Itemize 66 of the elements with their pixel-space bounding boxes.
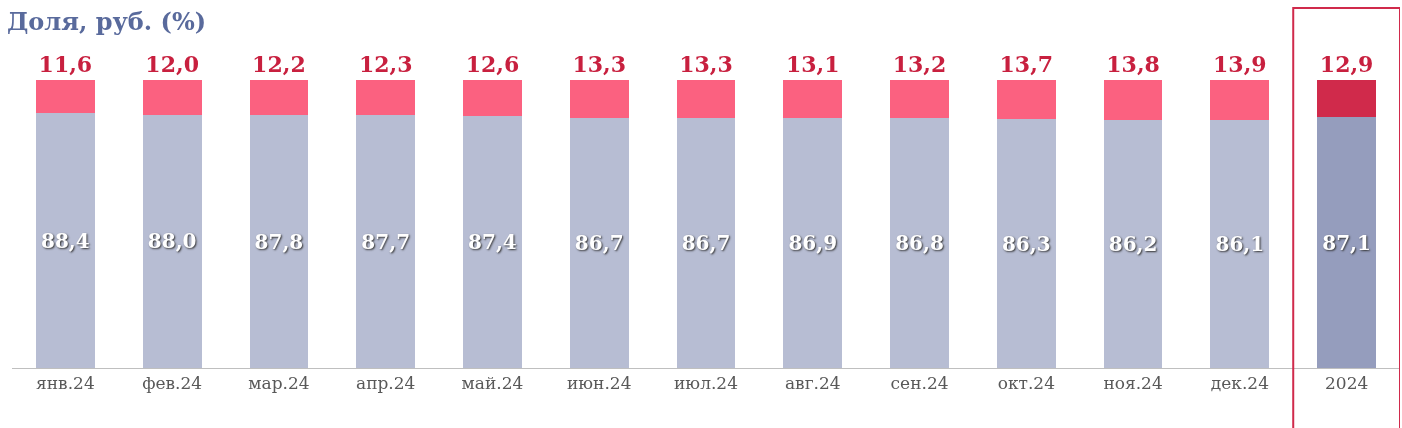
data-label: 86,7 [681, 231, 731, 256]
data-label: 12,6 [465, 51, 520, 77]
bar [1317, 117, 1376, 368]
data-label: 13,8 [1106, 51, 1160, 77]
data-label: 86,3 [1001, 231, 1051, 256]
data-label: 87,1 [1322, 230, 1371, 255]
bar [890, 118, 949, 368]
x-tick-label: авг.24 [784, 373, 841, 394]
bar [569, 80, 629, 119]
bar [356, 115, 416, 368]
bar [890, 80, 949, 119]
x-tick-label: мар.24 [248, 373, 310, 394]
bar [1103, 119, 1163, 368]
bar [1317, 80, 1376, 118]
data-label: 13,9 [1213, 51, 1267, 77]
x-tick-label: 2024 [1324, 373, 1369, 394]
bar [463, 116, 522, 368]
bar [36, 80, 95, 114]
data-label: 13,3 [572, 51, 627, 77]
x-tick-label: сен.24 [890, 373, 949, 394]
x-tick-label: июн.24 [566, 373, 632, 394]
bar [676, 80, 736, 119]
data-label: 88,4 [40, 228, 90, 253]
data-label: 86,9 [788, 230, 838, 255]
data-label: 12,3 [358, 51, 413, 77]
x-tick-label: июл.24 [674, 373, 738, 394]
data-label: 13,3 [679, 51, 733, 77]
bar [249, 115, 309, 368]
data-label: 13,7 [999, 51, 1054, 77]
bar [36, 113, 95, 368]
data-label: 87,8 [254, 229, 304, 254]
data-label: 86,2 [1108, 231, 1158, 256]
data-label: 12,9 [1319, 51, 1374, 77]
data-label: 88,0 [147, 229, 197, 254]
chart-title: Доля, руб. (%) [7, 6, 207, 36]
x-tick-label: янв.24 [36, 373, 95, 394]
data-label: 12,0 [145, 51, 199, 77]
x-tick-label: май.24 [461, 373, 524, 394]
x-tick-label: окт.24 [997, 373, 1055, 394]
bar [249, 80, 309, 116]
bar [142, 114, 202, 368]
data-label: 13,2 [892, 51, 947, 77]
x-tick-label: апр.24 [355, 373, 416, 394]
bar [1103, 80, 1163, 120]
bar [676, 118, 736, 368]
bar [569, 118, 629, 368]
x-tick-label: ноя.24 [1103, 373, 1163, 394]
bar [783, 80, 843, 118]
data-label: 12,2 [252, 51, 306, 77]
data-label: 13,1 [785, 51, 840, 77]
data-label: 87,7 [361, 229, 411, 254]
data-label: 87,4 [468, 230, 517, 255]
bar [1210, 120, 1270, 368]
x-tick-label: фев.24 [142, 373, 203, 394]
data-label: 86,1 [1215, 232, 1265, 257]
x-tick-label: дек.24 [1210, 373, 1269, 394]
bar [142, 80, 202, 115]
bar [1210, 80, 1270, 121]
data-label: 11,6 [38, 51, 93, 77]
bar [996, 80, 1056, 120]
bar [783, 117, 843, 368]
bar [996, 119, 1056, 368]
bar [356, 80, 416, 116]
data-label: 86,8 [895, 231, 944, 256]
bar [463, 80, 522, 117]
data-label: 86,7 [574, 231, 624, 256]
